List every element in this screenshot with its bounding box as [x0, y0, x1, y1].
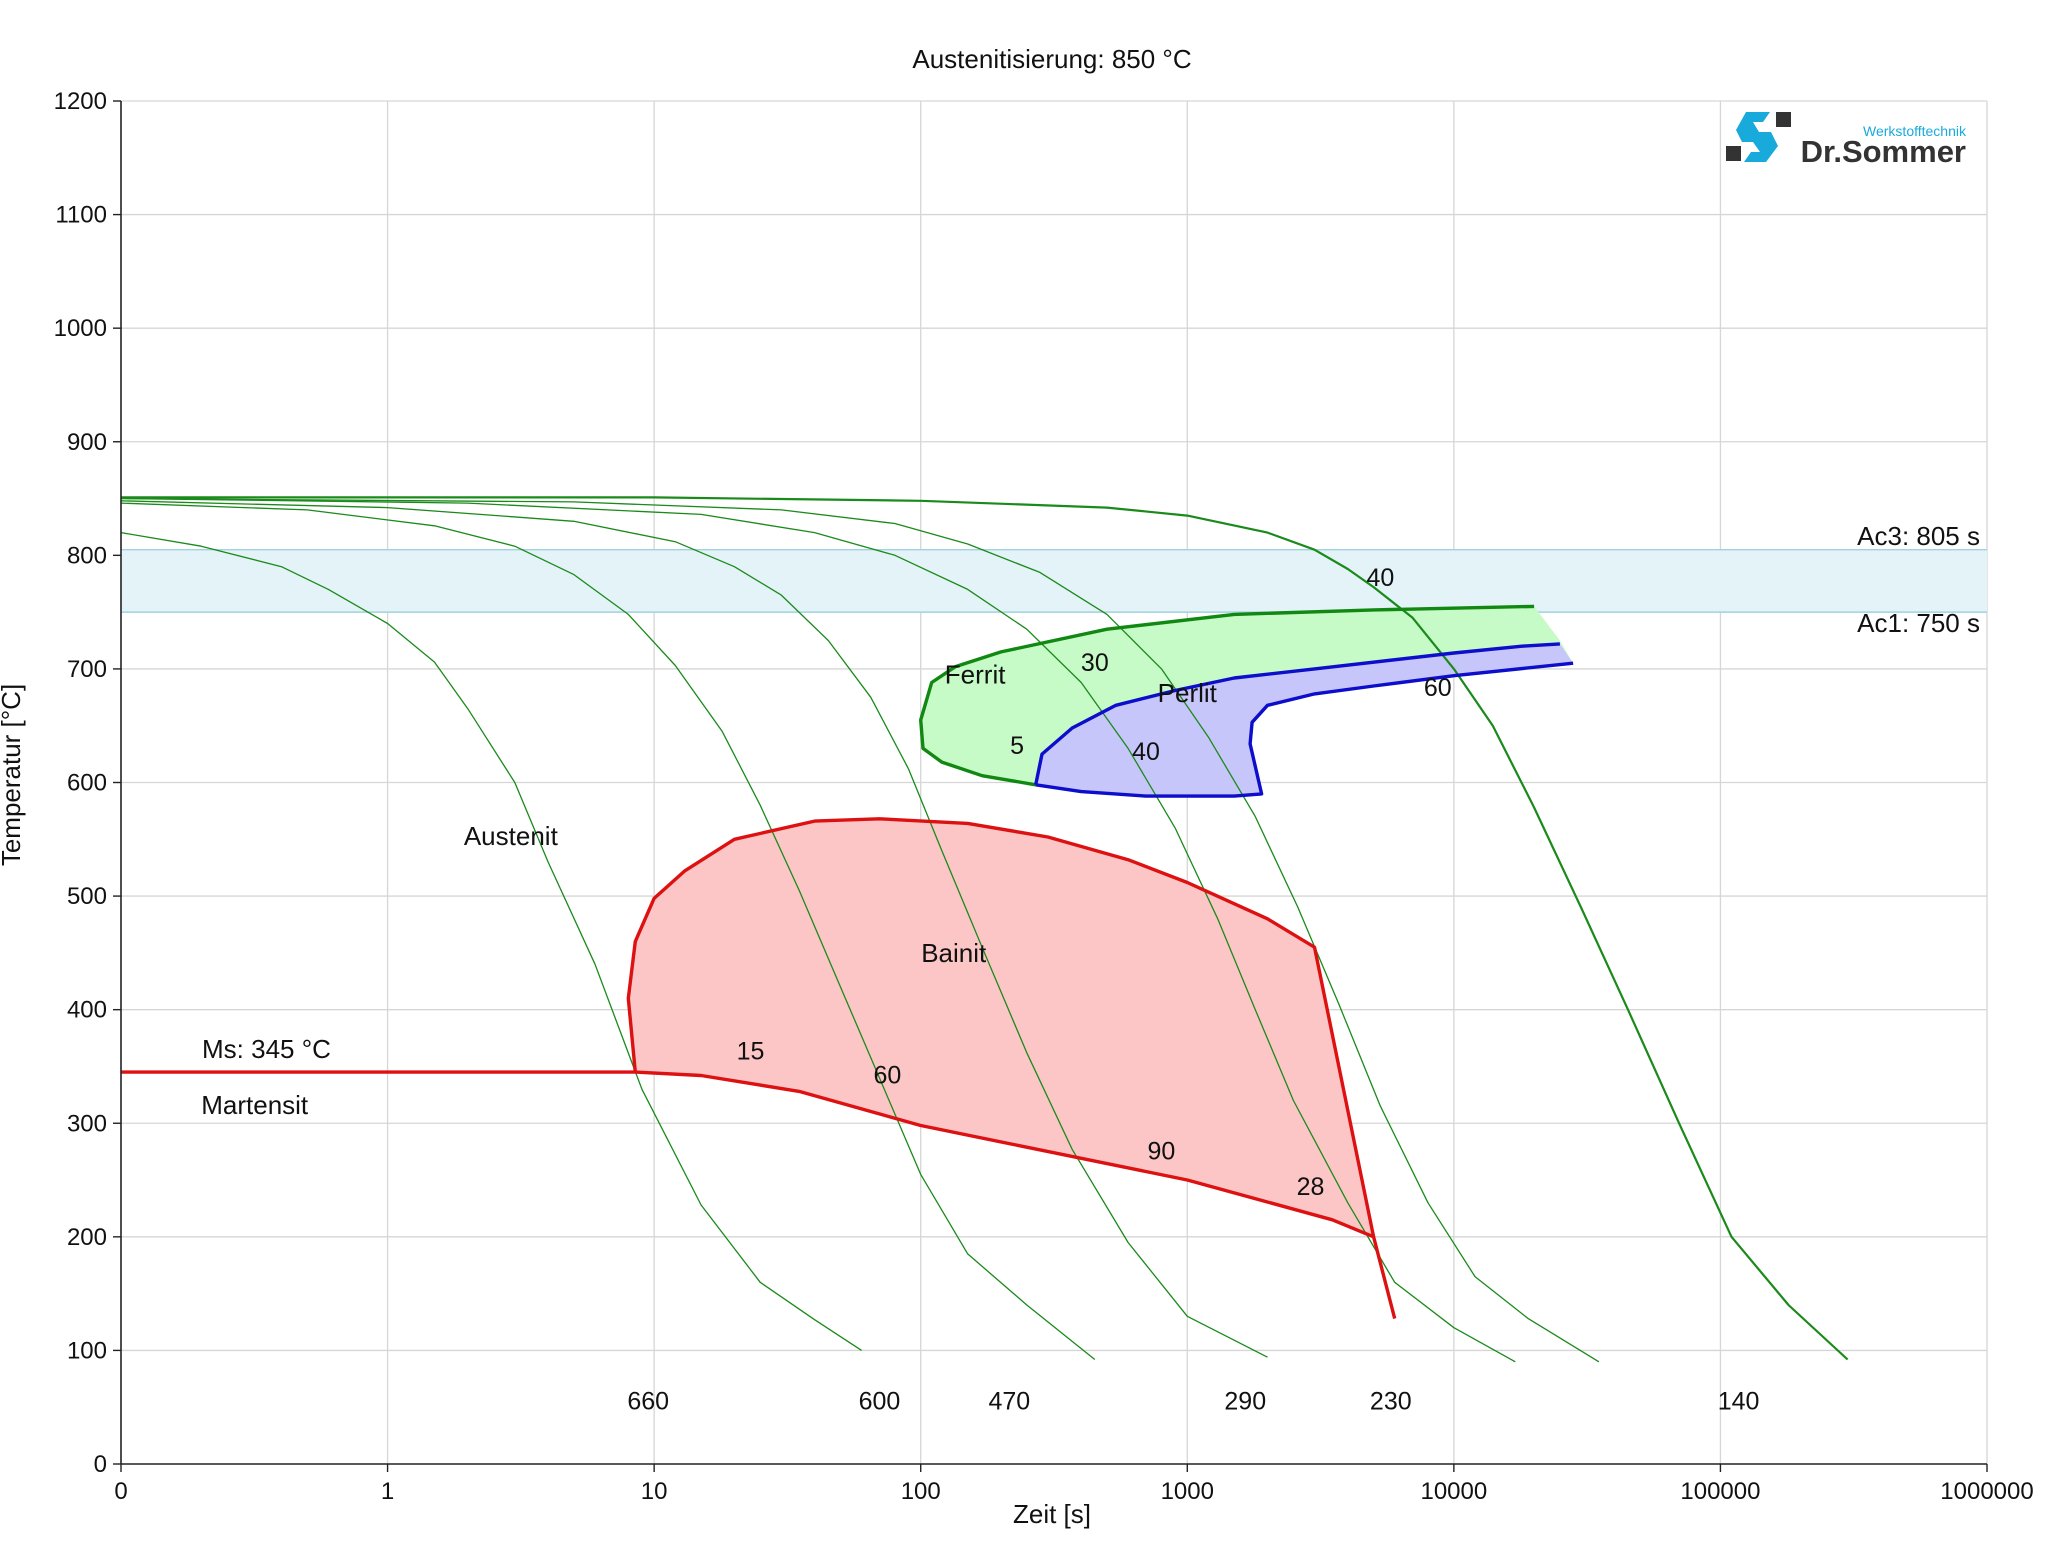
- y-tick-label: 800: [67, 542, 107, 569]
- y-tick-label: 200: [67, 1224, 107, 1251]
- curve-label: 30: [1081, 649, 1109, 677]
- x-tick-label: 10: [641, 1478, 668, 1505]
- y-tick-label: 100: [67, 1337, 107, 1364]
- logo-mark-square-right: [1776, 112, 1791, 127]
- cooling-curve-140: [121, 496, 1849, 1361]
- region-label-perlit: Perlit: [1158, 678, 1218, 708]
- x-axis-title: Zeit [s]: [1013, 1499, 1091, 1529]
- curve-label: 290: [1224, 1387, 1266, 1415]
- ferrit-region: [920, 606, 1574, 785]
- y-axis-title: Temperatur [°C]: [0, 684, 26, 866]
- y-tick-label: 400: [67, 997, 107, 1024]
- x-tick-label: 0: [114, 1478, 127, 1505]
- cooling-curve-230: [120, 497, 1600, 1363]
- x-tick-label: 100000: [1680, 1478, 1760, 1505]
- y-tick-label: 500: [67, 883, 107, 910]
- curve-label: 40: [1366, 564, 1394, 592]
- curve-label: 15: [737, 1038, 765, 1066]
- labels: Austenit Ferrit Perlit Bainit Martensit 660 60…: [201, 564, 1759, 1415]
- ac1-label: Ac1: 750 s: [1857, 608, 1980, 638]
- logo-brand: Dr.Sommer: [1801, 134, 1966, 169]
- curve-label: 28: [1297, 1173, 1325, 1201]
- logo-mark-s: [1736, 112, 1778, 162]
- cooling-curves: [120, 496, 1849, 1363]
- y-tick-label: 1000: [54, 315, 107, 342]
- region-outlines: [121, 604, 1574, 1320]
- region-label-martensit: Martensit: [201, 1090, 309, 1120]
- x-tick-label: 10000: [1420, 1478, 1487, 1505]
- curve-label: 470: [988, 1387, 1030, 1415]
- bainit-boundary: [626, 817, 1376, 1238]
- y-tick-label: 700: [67, 656, 107, 683]
- region-label-bainit: Bainit: [921, 938, 987, 968]
- curve-label: 90: [1148, 1138, 1176, 1166]
- y-tick-label: 1200: [54, 88, 107, 115]
- curve-label: 5: [1010, 732, 1024, 760]
- curve-label: 60: [874, 1061, 902, 1089]
- bainit-region: [628, 818, 1374, 1237]
- region-label-ferrit: Ferrit: [945, 660, 1006, 690]
- curve-label: 230: [1370, 1387, 1412, 1415]
- axes: 0 1 10 100 1000 10000 100000 1000000 0 100 200 300 4…: [54, 88, 2034, 1505]
- ms-label: Ms: 345 °C: [202, 1034, 331, 1064]
- y-tick-label: 900: [67, 429, 107, 456]
- y-tick-label: 600: [67, 770, 107, 797]
- cooling-curve-290: [120, 497, 1516, 1363]
- x-tick-label: 1000: [1161, 1478, 1214, 1505]
- y-tick-label: 0: [94, 1451, 107, 1478]
- cooling-curve-660: [120, 531, 862, 1351]
- cooling-curve-600: [120, 502, 1096, 1361]
- chart-title: Austenitisierung: 850 °C: [912, 44, 1191, 74]
- x-tick-label: 1000000: [1940, 1478, 2033, 1505]
- curve-label: 600: [859, 1387, 901, 1415]
- curve-label: 140: [1718, 1387, 1760, 1415]
- ferrit-boundary: [919, 604, 1535, 787]
- curve-label: 60: [1424, 674, 1452, 702]
- perlit-boundary-lower: [1035, 661, 1574, 798]
- logo-mark-square-left: [1726, 146, 1741, 161]
- y-tick-label: 1100: [55, 202, 107, 229]
- ms-line: [121, 1070, 1397, 1320]
- x-tick-label: 1: [381, 1478, 394, 1505]
- perlit-region: [1035, 643, 1574, 797]
- region-fills: [628, 606, 1574, 1237]
- logo-subtitle: Werkstofftechnik: [1863, 123, 1967, 139]
- region-label-austenit: Austenit: [464, 821, 559, 851]
- perlit-boundary: [1034, 642, 1561, 786]
- ac3-label: Ac3: 805 s: [1857, 521, 1980, 551]
- x-tick-label: 100: [901, 1478, 941, 1505]
- logo: Werkstofftechnik Dr.Sommer: [1726, 112, 1967, 169]
- y-tick-label: 300: [67, 1110, 107, 1137]
- curve-label: 660: [627, 1387, 669, 1415]
- cooling-curve-470: [120, 500, 1268, 1358]
- curve-label: 40: [1132, 738, 1160, 766]
